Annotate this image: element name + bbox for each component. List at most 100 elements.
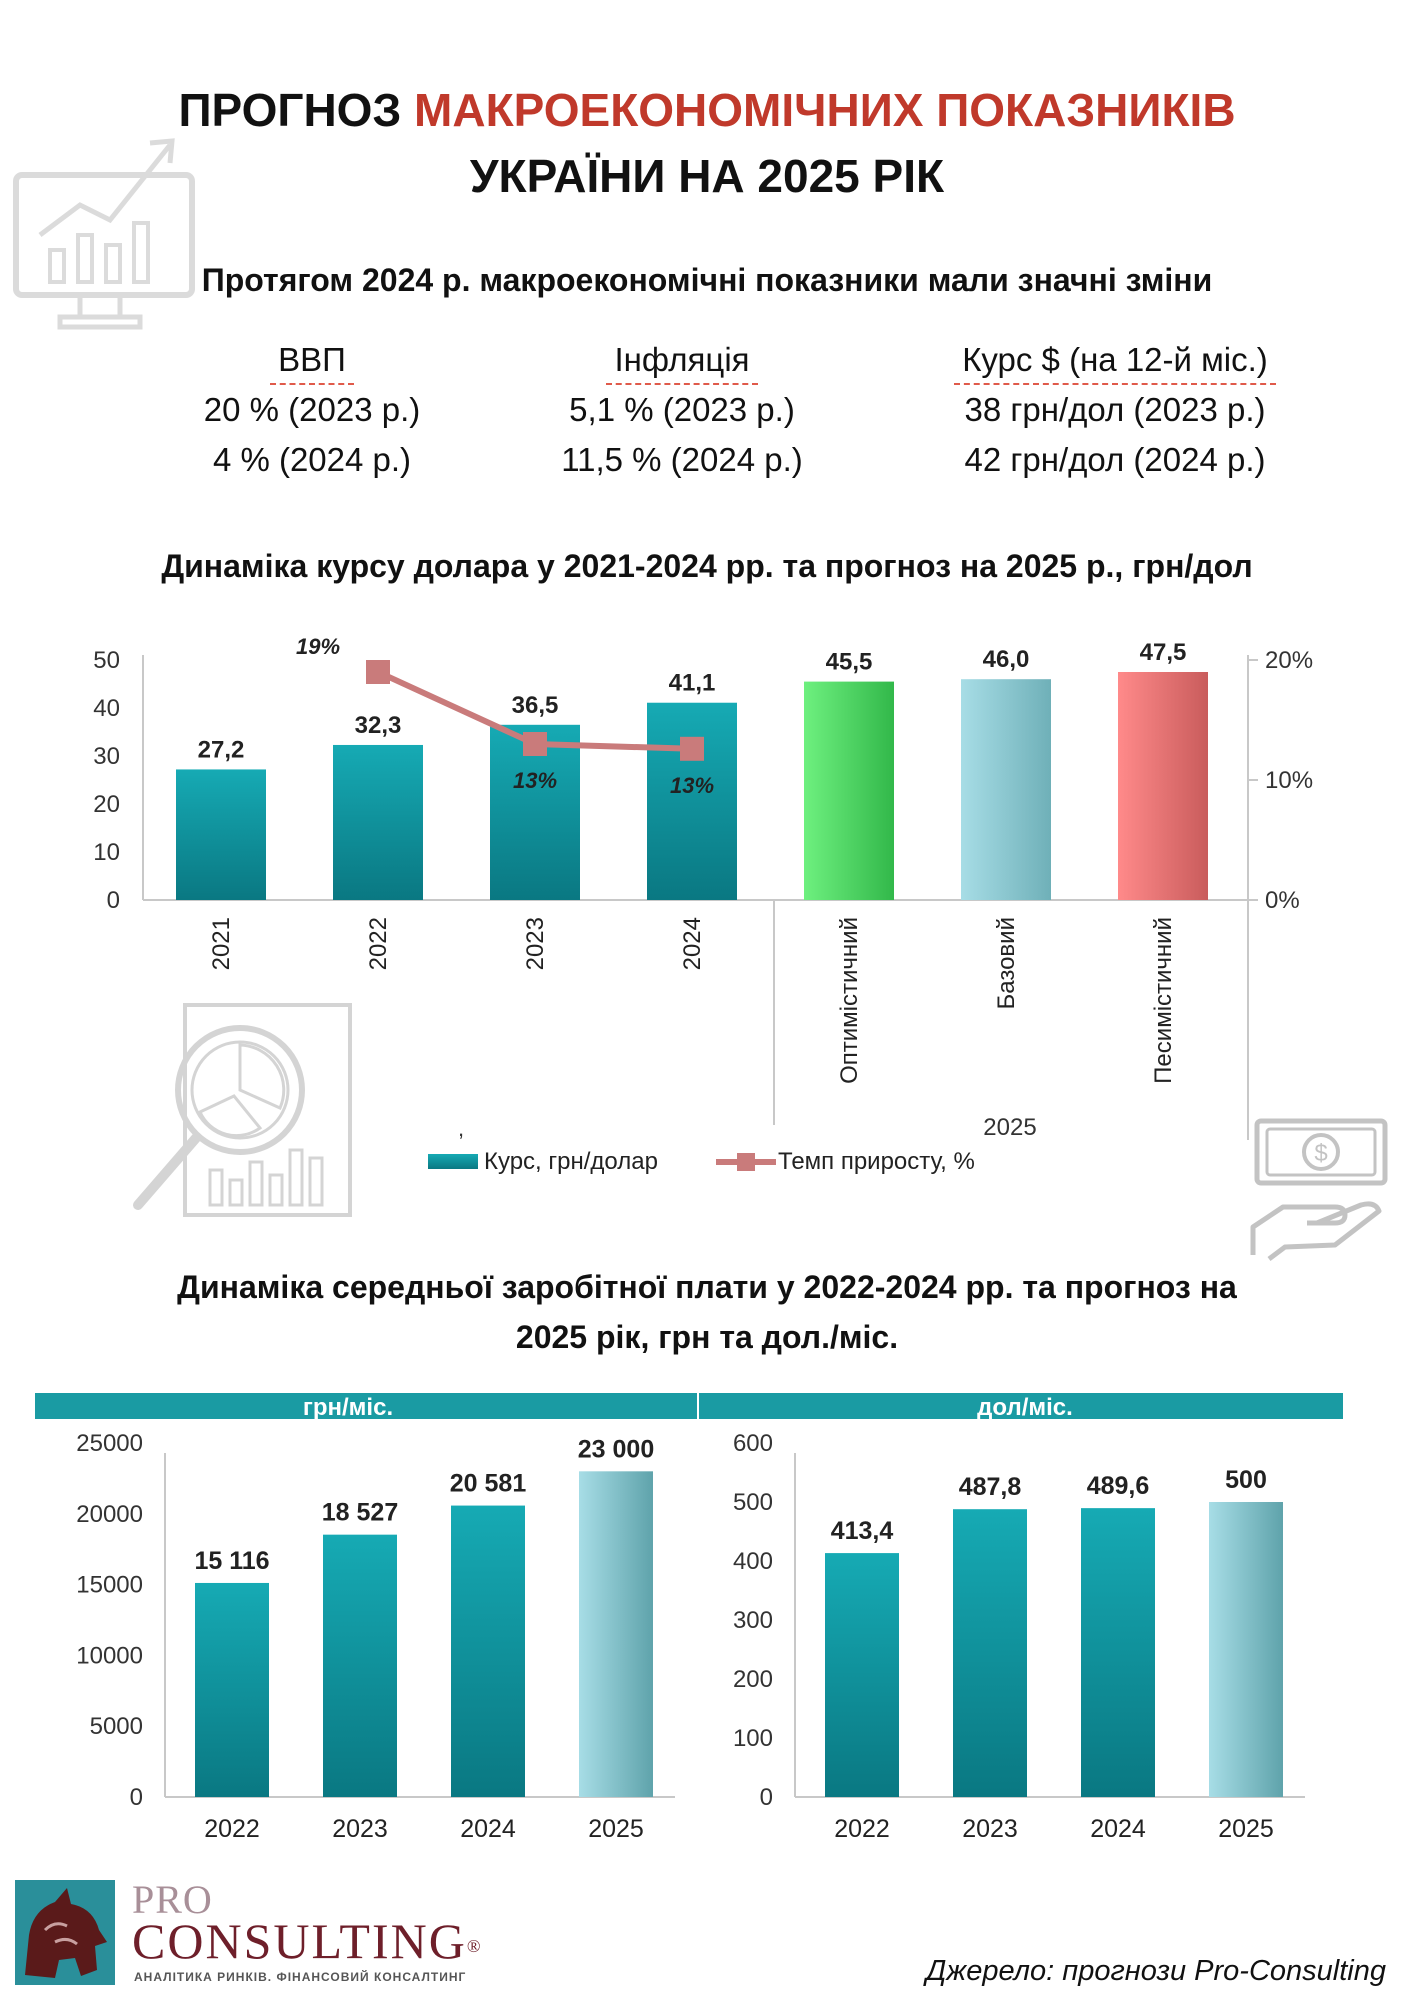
category-label: Оптимістичний (836, 917, 863, 1084)
legend-label-rate: Курс, грн/долар (484, 1148, 658, 1175)
category-label: 2023 (522, 917, 549, 970)
indicator-label: ВВП (270, 337, 354, 385)
bar (333, 744, 423, 900)
category-label: 2022 (834, 1815, 890, 1843)
salary-chart-title: Динаміка середньої заробітної плати у 20… (0, 1262, 1414, 1362)
indicator-gdp: ВВП 20 % (2023 р.) 4 % (2024 р.) (142, 335, 482, 485)
page-title: ПРОГНОЗ МАКРОЕКОНОМІЧНИХ ПОКАЗНИКІВ (0, 78, 1414, 142)
y-tick-label: 50 (93, 647, 120, 674)
bar-value-label: 489,6 (1087, 1472, 1150, 1500)
bar (647, 702, 737, 900)
y-tick-label: 10 (93, 839, 120, 866)
exchange-chart-title: Динаміка курсу долара у 2021-2024 рр. та… (161, 548, 1253, 584)
bar (804, 681, 894, 900)
y-tick-label: 10000 (76, 1642, 143, 1669)
title-accent: МАКРОЕКОНОМІЧНИХ ПОКАЗНИКІВ (414, 84, 1236, 136)
growth-point (680, 736, 704, 761)
bar-value-label: 18 527 (322, 1499, 398, 1527)
chart-legend: Курс, грн/долар Темп приросту, % (428, 1148, 975, 1175)
bar (195, 1582, 269, 1797)
category-label: 2025 (588, 1815, 644, 1843)
bar (1118, 672, 1208, 900)
source-note: Джерело: прогнози Pro-Consulting (925, 1955, 1386, 1987)
bar (176, 769, 266, 900)
category-label: 2023 (332, 1815, 388, 1843)
bar (825, 1553, 899, 1797)
growth-label: 13% (513, 768, 557, 793)
y-tick-label: 0 (760, 1784, 773, 1811)
indicator-inflation: Інфляція 5,1 % (2023 р.) 11,5 % (2024 р.… (512, 335, 852, 485)
category-label: 2022 (204, 1815, 260, 1843)
legend-marker: , (458, 1116, 464, 1141)
growth-point (366, 660, 390, 684)
indicator-value-2024: 42 грн/дол (2024 р.) (964, 441, 1266, 478)
category-label: 2023 (962, 1815, 1018, 1843)
bar (451, 1505, 525, 1797)
legend-label-growth: Темп приросту, % (778, 1148, 975, 1175)
bar-value-label: 20 581 (450, 1470, 527, 1498)
y-tick-label: 0 (130, 1784, 143, 1811)
page-title-line2: УКРАЇНИ НА 2025 РІК (469, 150, 945, 202)
money-hand-icon: $ (1250, 1118, 1388, 1261)
rhino-logo-icon (15, 1880, 115, 1985)
bar-value-label: 36,5 (512, 692, 559, 719)
growth-label: 13% (670, 773, 714, 798)
salary-charts: грн/міс. дол/міс. 0500010000150002000025… (35, 1393, 1343, 1843)
indicator-label: Інфляція (606, 337, 758, 385)
title-part1: ПРОГНОЗ (178, 84, 402, 136)
y-tick-label: 100 (733, 1725, 773, 1752)
bar-value-label: 47,5 (1140, 639, 1187, 666)
y2-tick-label: 20% (1265, 647, 1313, 674)
y2-tick-label: 0% (1265, 887, 1300, 914)
bar-value-label: 46,0 (983, 646, 1030, 673)
category-label: 2024 (1090, 1815, 1146, 1843)
bar-value-label: 27,2 (198, 736, 245, 763)
exchange-rate-chart: 0 10 20 30 40 50 0% 10% 20% 27,2 32,3 36,5 41,1 45,… (93, 634, 1313, 1175)
category-label: 2024 (460, 1815, 516, 1843)
bar (1209, 1502, 1283, 1797)
category-group-label: 2025 (983, 1114, 1036, 1141)
salary-title-line1: Динаміка середньої заробітної плати у 20… (177, 1269, 1237, 1305)
logo-tagline: АНАЛІТИКА РИНКІВ. ФІНАНСОВИЙ КОНСАЛТИНГ (134, 1970, 467, 1984)
svg-text:$: $ (1314, 1140, 1327, 1167)
y-tick-label: 25000 (76, 1430, 143, 1457)
indicator-value-2023: 20 % (2023 р.) (203, 391, 421, 428)
indicator-value-2024: 11,5 % (2024 р.) (561, 441, 803, 478)
logo-consulting-text: CONSULTING (132, 1913, 467, 1969)
category-label: 2024 (679, 917, 706, 970)
bar (579, 1471, 653, 1797)
summary-heading: Протягом 2024 р. макроекономічні показни… (201, 262, 1213, 298)
y-tick-label: 300 (733, 1607, 773, 1634)
y-tick-label: 600 (733, 1430, 773, 1457)
y-tick-label: 20 (93, 791, 120, 818)
bar (1081, 1508, 1155, 1797)
indicator-exchange-rate: Курс $ (на 12-й міс.) 38 грн/дол (2023 р… (930, 335, 1300, 485)
legend-swatch-marker (737, 1153, 755, 1171)
growth-point (523, 732, 547, 756)
monitor-chart-icon (13, 138, 195, 330)
indicator-label: Курс $ (на 12-й міс.) (954, 337, 1276, 385)
bar-value-label: 487,8 (959, 1473, 1022, 1501)
indicator-value-2024: 4 % (2024 р.) (212, 441, 412, 478)
y-tick-label: 0 (107, 887, 120, 914)
bar-value-label: 413,4 (831, 1517, 894, 1545)
y-tick-label: 200 (733, 1666, 773, 1693)
panel-label-usd: дол/міс. (977, 1394, 1073, 1421)
salary-title-line2: 2025 рік, грн та дол./міс. (515, 1319, 899, 1355)
logo-pro: PRO (132, 1877, 213, 1922)
indicator-value-2023: 5,1 % (2023 р.) (569, 391, 795, 428)
bar (323, 1534, 397, 1797)
category-label: 2025 (1218, 1815, 1274, 1843)
panel-label-uah: грн/міс. (303, 1394, 393, 1421)
y-tick-label: 15000 (76, 1572, 143, 1599)
category-label: Песимістичний (1150, 917, 1177, 1084)
y-tick-label: 20000 (76, 1501, 143, 1528)
bar-value-label: 500 (1225, 1466, 1267, 1494)
bar-value-label: 32,3 (355, 712, 402, 739)
bar-value-label: 41,1 (669, 670, 716, 697)
category-label: 2022 (365, 917, 392, 970)
y-tick-label: 500 (733, 1489, 773, 1516)
logo-consulting: CONSULTING® (132, 1912, 483, 1970)
y-tick-label: 30 (93, 743, 120, 770)
salary-header-band (35, 1393, 1343, 1419)
